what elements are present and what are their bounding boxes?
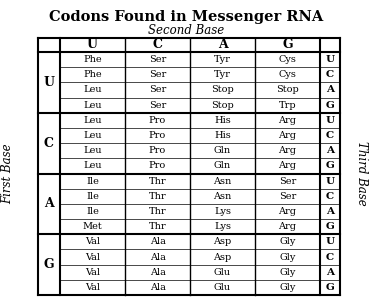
- Text: G: G: [282, 38, 293, 51]
- Text: Arg: Arg: [279, 131, 296, 140]
- Text: Val: Val: [85, 253, 100, 261]
- Text: C: C: [326, 192, 334, 201]
- Text: Ser: Ser: [149, 55, 166, 64]
- Text: Thr: Thr: [149, 176, 166, 186]
- Text: Codons Found in Messenger RNA: Codons Found in Messenger RNA: [49, 10, 323, 24]
- Text: Cys: Cys: [279, 70, 296, 79]
- Text: A: A: [218, 38, 227, 51]
- Text: Lys: Lys: [214, 207, 231, 216]
- Text: C: C: [326, 253, 334, 261]
- Text: Gln: Gln: [214, 161, 231, 170]
- Text: G: G: [326, 222, 334, 231]
- Text: Second Base: Second Base: [148, 24, 224, 37]
- Text: Val: Val: [85, 268, 100, 277]
- Text: Leu: Leu: [83, 101, 102, 110]
- Text: Gly: Gly: [279, 253, 296, 261]
- Text: Thr: Thr: [149, 192, 166, 201]
- Text: Ser: Ser: [279, 192, 296, 201]
- Text: Thr: Thr: [149, 207, 166, 216]
- Text: U: U: [326, 237, 334, 246]
- Text: Ile: Ile: [86, 207, 99, 216]
- Text: G: G: [326, 161, 334, 170]
- Text: Gly: Gly: [279, 283, 296, 292]
- Text: Leu: Leu: [83, 146, 102, 155]
- Text: A: A: [326, 146, 334, 155]
- Text: Ser: Ser: [149, 101, 166, 110]
- Text: Lys: Lys: [214, 222, 231, 231]
- Text: Met: Met: [83, 222, 102, 231]
- Text: Stop: Stop: [211, 101, 234, 110]
- Text: His: His: [214, 131, 231, 140]
- Text: A: A: [326, 268, 334, 277]
- Text: Leu: Leu: [83, 161, 102, 170]
- Text: U: U: [44, 76, 55, 89]
- Text: C: C: [326, 131, 334, 140]
- Text: G: G: [44, 258, 54, 271]
- Text: Cys: Cys: [279, 55, 296, 64]
- Text: Asp: Asp: [214, 237, 232, 246]
- Text: Pro: Pro: [149, 161, 166, 170]
- Text: Tyr: Tyr: [214, 70, 231, 79]
- Text: U: U: [326, 55, 334, 64]
- Text: Arg: Arg: [279, 207, 296, 216]
- Text: Trp: Trp: [279, 101, 296, 110]
- Text: Arg: Arg: [279, 222, 296, 231]
- Text: Leu: Leu: [83, 116, 102, 125]
- Text: Arg: Arg: [279, 116, 296, 125]
- Text: Tyr: Tyr: [214, 55, 231, 64]
- Text: Gly: Gly: [279, 268, 296, 277]
- Text: Stop: Stop: [276, 85, 299, 95]
- Text: Ser: Ser: [279, 176, 296, 186]
- Text: C: C: [153, 38, 163, 51]
- Text: U: U: [326, 116, 334, 125]
- Text: U: U: [87, 38, 98, 51]
- Text: Arg: Arg: [279, 146, 296, 155]
- Text: Ser: Ser: [149, 85, 166, 95]
- Text: Asn: Asn: [214, 176, 232, 186]
- Text: Val: Val: [85, 283, 100, 292]
- Text: Pro: Pro: [149, 116, 166, 125]
- Text: Stop: Stop: [211, 85, 234, 95]
- Text: Glu: Glu: [214, 268, 231, 277]
- Text: Third Base: Third Base: [356, 141, 369, 206]
- Text: Phe: Phe: [83, 55, 102, 64]
- Text: First Base: First Base: [1, 143, 15, 204]
- Text: Ile: Ile: [86, 176, 99, 186]
- Text: Gly: Gly: [279, 237, 296, 246]
- Text: Thr: Thr: [149, 222, 166, 231]
- Text: Asp: Asp: [214, 253, 232, 261]
- Text: Ser: Ser: [149, 70, 166, 79]
- Text: Phe: Phe: [83, 70, 102, 79]
- Text: Asn: Asn: [214, 192, 232, 201]
- Text: C: C: [326, 70, 334, 79]
- Text: Arg: Arg: [279, 161, 296, 170]
- Text: G: G: [326, 101, 334, 110]
- Text: A: A: [44, 197, 54, 210]
- Text: Glu: Glu: [214, 283, 231, 292]
- Text: A: A: [326, 207, 334, 216]
- Text: C: C: [44, 137, 54, 150]
- Text: Leu: Leu: [83, 85, 102, 95]
- Text: U: U: [326, 176, 334, 186]
- Text: Pro: Pro: [149, 131, 166, 140]
- Text: G: G: [326, 283, 334, 292]
- Text: His: His: [214, 116, 231, 125]
- Text: Ala: Ala: [150, 283, 166, 292]
- Text: A: A: [326, 85, 334, 95]
- Text: Gln: Gln: [214, 146, 231, 155]
- Text: Ala: Ala: [150, 253, 166, 261]
- Text: Ala: Ala: [150, 237, 166, 246]
- Text: Ala: Ala: [150, 268, 166, 277]
- Text: Ile: Ile: [86, 192, 99, 201]
- Text: Val: Val: [85, 237, 100, 246]
- Text: Leu: Leu: [83, 131, 102, 140]
- Text: Pro: Pro: [149, 146, 166, 155]
